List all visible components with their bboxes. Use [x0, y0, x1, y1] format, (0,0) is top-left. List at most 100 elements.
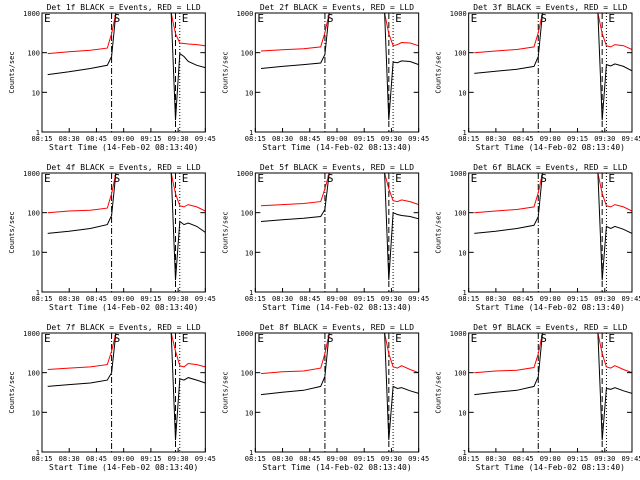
y-tick-label: 1000	[236, 170, 253, 178]
x-tick-label: 08:45	[513, 295, 534, 303]
x-tick-label: 09:00	[326, 295, 347, 303]
series-lld	[47, 13, 206, 55]
marker-label: S	[114, 332, 121, 345]
y-tick-label: 100	[27, 50, 40, 58]
y-axis-label: Counts/sec	[221, 371, 229, 413]
x-tick-label: 09:00	[113, 135, 134, 143]
marker-label: E	[471, 332, 478, 345]
x-tick-label: 08:30	[59, 455, 80, 463]
series-events	[47, 173, 206, 281]
y-tick-label: 1	[462, 129, 466, 137]
y-tick-label: 100	[454, 50, 467, 58]
plot-frame	[41, 172, 206, 293]
x-tick-label: 08:15	[245, 135, 266, 143]
x-tick-label: 09:00	[113, 455, 134, 463]
y-axis-label: Counts/sec	[8, 371, 16, 413]
y-tick-label: 1	[462, 449, 466, 457]
x-tick-label: 08:45	[86, 295, 107, 303]
x-tick-label: 08:45	[299, 295, 320, 303]
series-lld	[260, 13, 419, 52]
x-tick-label: 09:00	[326, 135, 347, 143]
y-tick-label: 1	[249, 289, 253, 297]
y-tick-label: 10	[458, 249, 466, 257]
y-tick-label: 1	[36, 289, 40, 297]
plot-frame	[468, 172, 633, 293]
y-tick-label: 1000	[23, 170, 40, 178]
x-tick-label: 09:15	[140, 295, 161, 303]
x-tick-label: 09:15	[354, 455, 375, 463]
x-tick-label: 09:00	[540, 135, 561, 143]
x-tick-label: 08:45	[299, 455, 320, 463]
marker-label: E	[395, 172, 402, 185]
y-tick-label: 10	[245, 409, 253, 417]
marker-label: E	[471, 172, 478, 185]
series-lld	[47, 173, 206, 214]
y-tick-label: 1000	[450, 170, 467, 178]
y-tick-label: 10	[32, 249, 40, 257]
x-tick-label: 09:45	[408, 295, 429, 303]
plot-frame	[254, 12, 420, 133]
x-tick-label: 08:30	[272, 295, 293, 303]
x-tick-label: 09:00	[326, 455, 347, 463]
x-axis-label: Start Time (14-Feb-02 08:13:40)	[49, 463, 198, 472]
x-tick-label: 09:30	[168, 135, 189, 143]
x-axis-label: Start Time (14-Feb-02 08:13:40)	[49, 143, 198, 152]
x-tick-label: 09:00	[540, 455, 561, 463]
panel-title: Det 2f BLACK = Events, RED = LLD	[260, 3, 414, 12]
y-tick-label: 100	[454, 210, 467, 218]
x-tick-label: 09:45	[621, 455, 640, 463]
x-tick-label: 09:45	[621, 295, 640, 303]
y-tick-label: 1	[249, 129, 253, 137]
x-tick-label: 09:15	[354, 135, 375, 143]
y-tick-label: 1	[462, 289, 466, 297]
x-tick-label: 08:30	[59, 135, 80, 143]
y-axis-label: Counts/sec	[435, 51, 443, 93]
y-tick-label: 100	[454, 370, 467, 378]
x-tick-label: 09:30	[381, 455, 402, 463]
marker-label: S	[327, 172, 334, 185]
y-tick-label: 100	[241, 370, 254, 378]
x-axis-label: Start Time (14-Feb-02 08:13:40)	[49, 303, 198, 312]
y-tick-label: 100	[27, 370, 40, 378]
x-axis-label: Start Time (14-Feb-02 08:13:40)	[262, 143, 411, 152]
marker-label: S	[114, 12, 121, 25]
y-tick-label: 1000	[23, 10, 40, 18]
x-tick-label: 09:45	[621, 135, 640, 143]
x-tick-label: 09:45	[408, 455, 429, 463]
y-tick-label: 1000	[450, 10, 467, 18]
panel-title: Det 5f BLACK = Events, RED = LLD	[260, 163, 414, 172]
x-tick-label: 09:30	[168, 295, 189, 303]
marker-label: E	[395, 332, 402, 345]
series-events	[474, 333, 632, 441]
plot-frame	[468, 12, 633, 133]
series-lld	[474, 13, 632, 54]
x-tick-label: 08:15	[458, 135, 479, 143]
series-lld	[474, 173, 632, 214]
panel-title: Det 4f BLACK = Events, RED = LLD	[47, 163, 201, 172]
panel-title: Det 3f BLACK = Events, RED = LLD	[473, 3, 627, 12]
series-lld	[474, 333, 632, 374]
marker-label: E	[257, 332, 264, 345]
y-axis-label: Counts/sec	[435, 371, 443, 413]
x-tick-label: 08:15	[245, 455, 266, 463]
y-tick-label: 1	[249, 449, 253, 457]
marker-label: E	[44, 332, 51, 345]
x-tick-label: 08:45	[86, 455, 107, 463]
series-events	[474, 173, 632, 281]
marker-label: E	[257, 12, 264, 25]
x-tick-label: 09:15	[567, 295, 588, 303]
series-lld	[47, 333, 206, 370]
marker-label: S	[540, 12, 547, 25]
x-tick-label: 09:45	[195, 455, 216, 463]
x-tick-label: 09:45	[195, 295, 216, 303]
x-axis-label: Start Time (14-Feb-02 08:13:40)	[262, 463, 411, 472]
x-tick-label: 09:15	[567, 455, 588, 463]
x-tick-label: 08:45	[299, 135, 320, 143]
x-axis-label: Start Time (14-Feb-02 08:13:40)	[476, 143, 625, 152]
y-tick-label: 10	[32, 409, 40, 417]
series-lld	[260, 333, 419, 375]
